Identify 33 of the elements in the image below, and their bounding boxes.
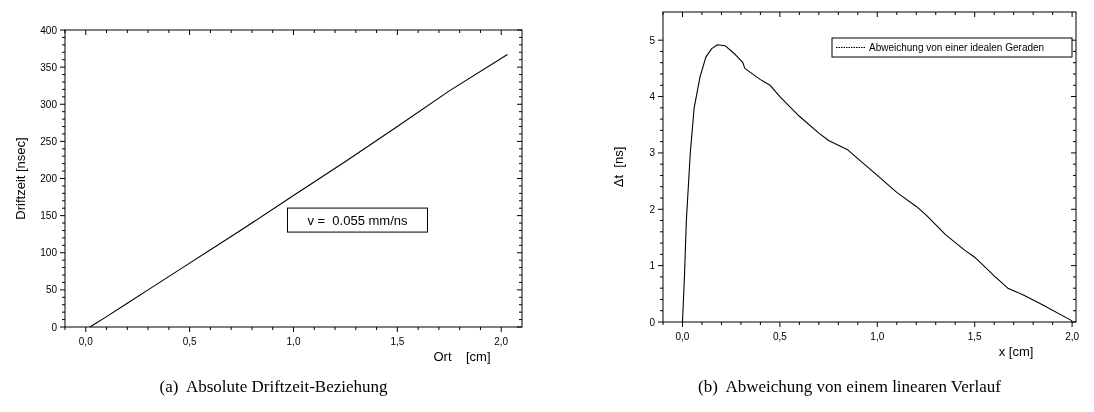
y-axis-title: Driftzeit [nsec] bbox=[13, 137, 28, 220]
x-tick-label: 1,0 bbox=[870, 331, 885, 342]
x-tick-label: 0,5 bbox=[772, 331, 788, 342]
y-tick-label: 300 bbox=[40, 98, 58, 110]
y-tick-label: 400 bbox=[40, 24, 58, 36]
y-tick-label: 3 bbox=[649, 147, 656, 159]
y-tick-label: 100 bbox=[40, 247, 58, 259]
y-tick-label: 0 bbox=[649, 316, 656, 328]
x-tick-label: 0,0 bbox=[78, 336, 94, 347]
text: (a) Absolute Driftzeit-Beziehung bbox=[159, 377, 388, 396]
y-tick-label: 4 bbox=[649, 91, 656, 103]
y-tick-label: 1 bbox=[649, 260, 656, 272]
y-tick-label: 350 bbox=[40, 61, 58, 73]
y-tick-label: 5 bbox=[649, 34, 656, 46]
y-tick-label: 250 bbox=[40, 135, 58, 147]
y-tick-label: 200 bbox=[40, 173, 58, 184]
x-axis-title: Ort [cm] bbox=[433, 349, 491, 364]
y-tick-label: 50 bbox=[45, 284, 58, 296]
annotation: v = 0.055 mm/ns bbox=[307, 213, 409, 229]
x-tick-label: 1,5 bbox=[967, 331, 983, 342]
y-tick-label: 150 bbox=[40, 210, 58, 222]
x-tick-label: 0,0 bbox=[675, 331, 690, 342]
legend-label: Abweichung von einer idealen Geraden bbox=[869, 42, 1045, 53]
text: (b) Abweichung von einem linearen Verlauf bbox=[698, 377, 1002, 396]
x-tick-label: 0,5 bbox=[182, 336, 198, 347]
x-tick-label: 2,0 bbox=[494, 336, 509, 347]
x-tick-label: 2,0 bbox=[1065, 331, 1080, 342]
x-axis-title: x [cm] bbox=[998, 344, 1034, 359]
y-axis-title: Δt [ns] bbox=[611, 146, 626, 188]
x-tick-label: 1,5 bbox=[390, 336, 405, 347]
y-tick-label: 2 bbox=[649, 203, 656, 215]
y-tick-label: 0 bbox=[51, 321, 58, 333]
x-tick-label: 1,0 bbox=[286, 336, 301, 347]
